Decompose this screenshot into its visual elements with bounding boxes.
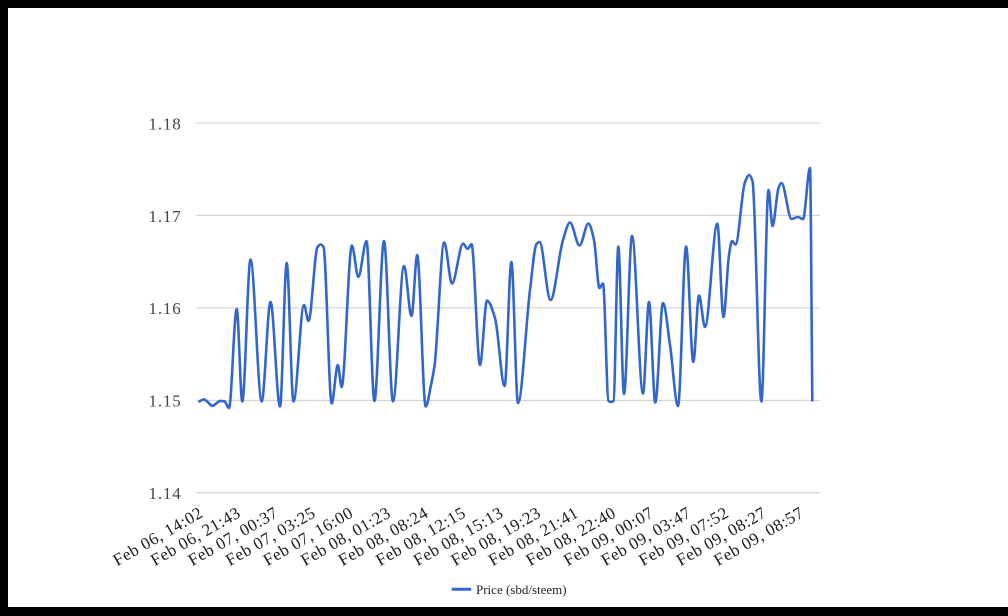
svg-text:Price (sbd/steem): Price (sbd/steem) <box>476 582 567 597</box>
svg-text:1.18: 1.18 <box>149 114 182 133</box>
svg-text:1.16: 1.16 <box>149 299 182 318</box>
svg-text:1.14: 1.14 <box>149 484 182 503</box>
svg-text:1.15: 1.15 <box>149 392 182 411</box>
svg-text:1.17: 1.17 <box>149 207 182 226</box>
